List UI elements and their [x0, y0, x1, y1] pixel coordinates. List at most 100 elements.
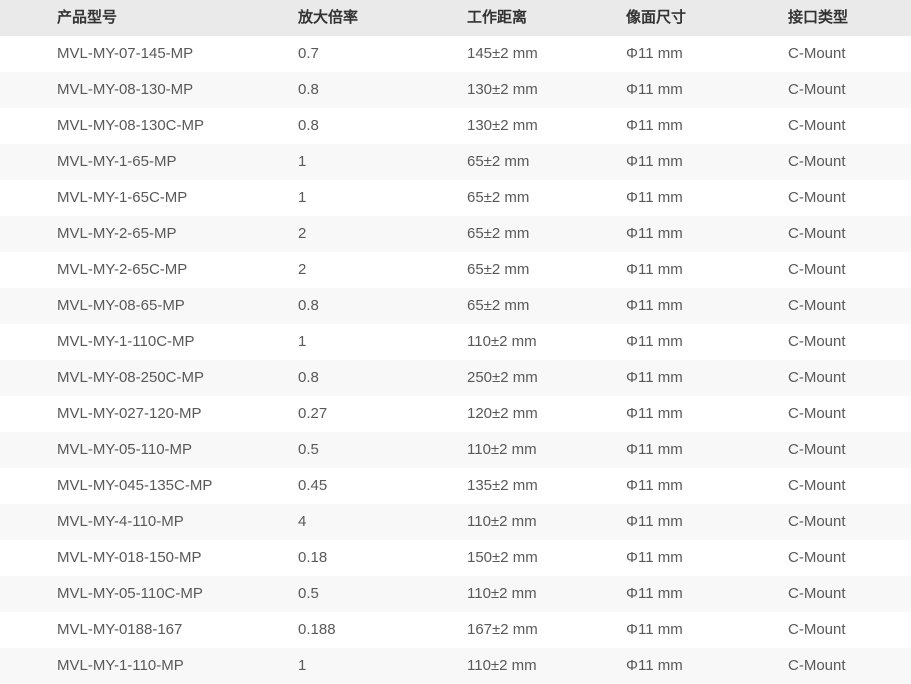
cell-mount-type: C-Mount	[788, 225, 846, 242]
cell-working-distance: 145±2 mm	[467, 45, 538, 62]
cell-model: MVL-MY-018-150-MP	[57, 549, 202, 566]
table-row: MVL-MY-07-145-MP 0.7 145±2 mm Φ11 mm C-M…	[0, 36, 911, 72]
cell-magnification: 1	[298, 189, 307, 206]
cell-working-distance: 150±2 mm	[467, 549, 538, 566]
cell-working-distance: 110±2 mm	[467, 585, 537, 602]
cell-mount-type: C-Mount	[788, 585, 846, 602]
cell-model: MVL-MY-4-110-MP	[57, 513, 184, 530]
cell-mount-type: C-Mount	[788, 477, 846, 494]
cell-mount-type: C-Mount	[788, 261, 846, 278]
cell-mount-type: C-Mount	[788, 117, 846, 134]
column-header-working-distance: 工作距离	[467, 9, 528, 26]
cell-image-size: Φ11 mm	[626, 369, 683, 386]
cell-image-size: Φ11 mm	[626, 477, 683, 494]
cell-working-distance: 135±2 mm	[467, 477, 538, 494]
table-body: MVL-MY-07-145-MP 0.7 145±2 mm Φ11 mm C-M…	[0, 36, 911, 684]
cell-working-distance: 65±2 mm	[467, 153, 530, 170]
cell-mount-type: C-Mount	[788, 621, 846, 638]
cell-model: MVL-MY-045-135C-MP	[57, 477, 213, 494]
cell-mount-type: C-Mount	[788, 405, 846, 422]
table-row: MVL-MY-2-65-MP 2 65±2 mm Φ11 mm C-Mount	[0, 216, 911, 252]
cell-model: MVL-MY-1-65-MP	[57, 153, 177, 170]
cell-magnification: 1	[298, 333, 307, 350]
cell-working-distance: 130±2 mm	[467, 81, 538, 98]
table-row: MVL-MY-1-110C-MP 1 110±2 mm Φ11 mm C-Mou…	[0, 324, 911, 360]
cell-image-size: Φ11 mm	[626, 225, 683, 242]
column-header-mount-type: 接口类型	[788, 9, 849, 26]
cell-working-distance: 120±2 mm	[467, 405, 538, 422]
cell-image-size: Φ11 mm	[626, 405, 683, 422]
cell-mount-type: C-Mount	[788, 45, 846, 62]
table-row: MVL-MY-08-65-MP 0.8 65±2 mm Φ11 mm C-Mou…	[0, 288, 911, 324]
cell-magnification: 0.8	[298, 369, 319, 386]
cell-image-size: Φ11 mm	[626, 189, 683, 206]
cell-mount-type: C-Mount	[788, 153, 846, 170]
cell-model: MVL-MY-08-65-MP	[57, 297, 185, 314]
table-row: MVL-MY-1-110-MP 1 110±2 mm Φ11 mm C-Moun…	[0, 648, 911, 684]
cell-working-distance: 110±2 mm	[467, 513, 537, 530]
cell-magnification: 0.27	[298, 405, 328, 422]
cell-magnification: 0.45	[298, 477, 328, 494]
cell-model: MVL-MY-0188-167	[57, 621, 183, 638]
cell-magnification: 0.188	[298, 621, 336, 638]
cell-model: MVL-MY-08-250C-MP	[57, 369, 204, 386]
cell-working-distance: 65±2 mm	[467, 297, 530, 314]
cell-magnification: 4	[298, 513, 307, 530]
table-row: MVL-MY-045-135C-MP 0.45 135±2 mm Φ11 mm …	[0, 468, 911, 504]
cell-working-distance: 110±2 mm	[467, 441, 537, 458]
cell-magnification: 0.18	[298, 549, 328, 566]
cell-image-size: Φ11 mm	[626, 153, 683, 170]
cell-magnification: 0.8	[298, 117, 319, 134]
cell-model: MVL-MY-2-65C-MP	[57, 261, 188, 278]
table-row: MVL-MY-05-110-MP 0.5 110±2 mm Φ11 mm C-M…	[0, 432, 911, 468]
table-row: MVL-MY-1-65C-MP 1 65±2 mm Φ11 mm C-Mount	[0, 180, 911, 216]
cell-image-size: Φ11 mm	[626, 585, 683, 602]
cell-mount-type: C-Mount	[788, 369, 846, 386]
cell-mount-type: C-Mount	[788, 189, 846, 206]
cell-image-size: Φ11 mm	[626, 657, 683, 674]
cell-image-size: Φ11 mm	[626, 117, 683, 134]
column-header-magnification: 放大倍率	[298, 9, 359, 26]
cell-mount-type: C-Mount	[788, 657, 846, 674]
cell-magnification: 0.7	[298, 45, 319, 62]
cell-working-distance: 250±2 mm	[467, 369, 538, 386]
cell-magnification: 2	[298, 225, 307, 242]
cell-mount-type: C-Mount	[788, 441, 846, 458]
cell-working-distance: 167±2 mm	[467, 621, 538, 638]
cell-image-size: Φ11 mm	[626, 513, 683, 530]
table-row: MVL-MY-2-65C-MP 2 65±2 mm Φ11 mm C-Mount	[0, 252, 911, 288]
cell-mount-type: C-Mount	[788, 549, 846, 566]
cell-working-distance: 130±2 mm	[467, 117, 538, 134]
cell-model: MVL-MY-08-130C-MP	[57, 117, 204, 134]
cell-working-distance: 65±2 mm	[467, 261, 530, 278]
table-row: MVL-MY-4-110-MP 4 110±2 mm Φ11 mm C-Moun…	[0, 504, 911, 540]
cell-magnification: 2	[298, 261, 307, 278]
cell-magnification: 0.8	[298, 297, 319, 314]
cell-model: MVL-MY-05-110C-MP	[57, 585, 203, 602]
cell-image-size: Φ11 mm	[626, 261, 683, 278]
cell-model: MVL-MY-07-145-MP	[57, 45, 194, 62]
cell-model: MVL-MY-2-65-MP	[57, 225, 177, 242]
cell-magnification: 1	[298, 153, 307, 170]
table-row: MVL-MY-05-110C-MP 0.5 110±2 mm Φ11 mm C-…	[0, 576, 911, 612]
table-row: MVL-MY-1-65-MP 1 65±2 mm Φ11 mm C-Mount	[0, 144, 911, 180]
table-row: MVL-MY-027-120-MP 0.27 120±2 mm Φ11 mm C…	[0, 396, 911, 432]
cell-magnification: 0.8	[298, 81, 319, 98]
cell-image-size: Φ11 mm	[626, 81, 683, 98]
cell-model: MVL-MY-05-110-MP	[57, 441, 193, 458]
cell-mount-type: C-Mount	[788, 513, 846, 530]
cell-working-distance: 65±2 mm	[467, 225, 530, 242]
cell-model: MVL-MY-1-65C-MP	[57, 189, 188, 206]
column-header-image-size: 像面尺寸	[626, 9, 687, 26]
cell-model: MVL-MY-1-110-MP	[57, 657, 184, 674]
cell-magnification: 1	[298, 657, 307, 674]
cell-mount-type: C-Mount	[788, 297, 846, 314]
column-header-model: 产品型号	[57, 9, 118, 26]
cell-image-size: Φ11 mm	[626, 441, 683, 458]
cell-model: MVL-MY-08-130-MP	[57, 81, 194, 98]
cell-magnification: 0.5	[298, 585, 319, 602]
table-row: MVL-MY-08-130C-MP 0.8 130±2 mm Φ11 mm C-…	[0, 108, 911, 144]
table-row: MVL-MY-08-250C-MP 0.8 250±2 mm Φ11 mm C-…	[0, 360, 911, 396]
cell-mount-type: C-Mount	[788, 333, 846, 350]
